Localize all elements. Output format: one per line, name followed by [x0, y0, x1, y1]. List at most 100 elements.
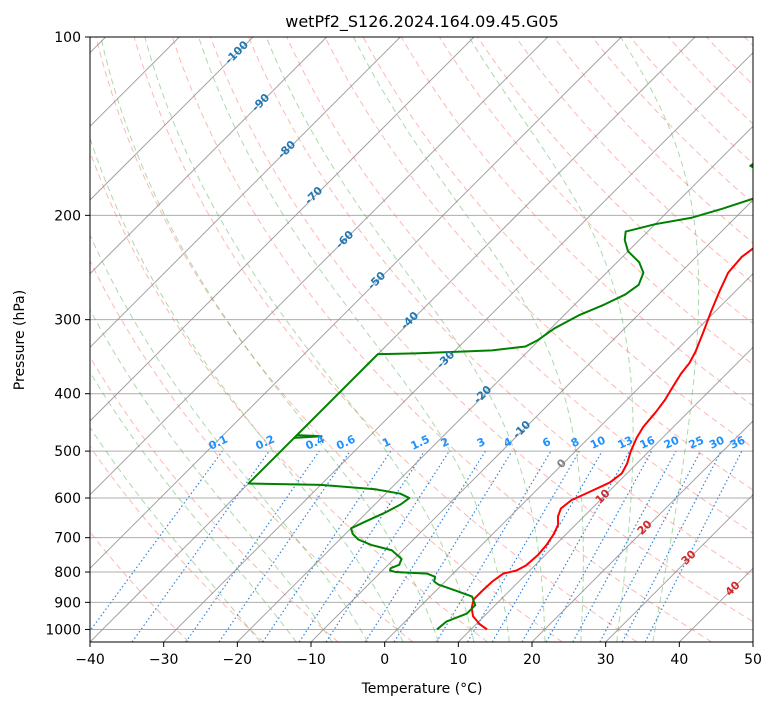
dry-adiabat — [90, 356, 339, 642]
mixing-ratio-line — [491, 450, 603, 642]
mixing-ratio-line — [393, 450, 513, 642]
moist-adiabat — [100, 37, 439, 642]
dry-adiabat — [400, 37, 753, 407]
dry-adiabat — [668, 37, 753, 125]
reference-line-labels: -100-90-80-70-60-50-40-30-20-100.1 0.2 0.4… — [207, 38, 748, 599]
x-tick-label: 10 — [449, 652, 467, 668]
mixing-ratio-label: 6 — [540, 435, 553, 450]
x-tick-label: 20 — [523, 652, 541, 668]
mixing-ratio-line — [218, 450, 351, 642]
mixing-ratio-line — [521, 450, 631, 642]
mixing-ratio-line — [466, 450, 580, 642]
x-axis-ticks: −40 −30 −20 −10 0 10 20 30 40 50 — [75, 642, 762, 668]
y-tick-label: 700 — [54, 531, 81, 547]
isotherm — [90, 37, 401, 349]
isotherm-label: -70 — [302, 184, 325, 207]
dry-adiabat — [90, 259, 414, 642]
plot-frame — [89, 36, 754, 643]
x-tick-label: 30 — [597, 652, 615, 668]
dry-adiabat — [553, 37, 753, 244]
isotherm — [163, 51, 753, 642]
x-tick-label: 0 — [380, 652, 389, 668]
y-tick-label: 600 — [54, 491, 81, 507]
isotherm — [531, 420, 753, 642]
y-tick-label: 200 — [54, 208, 81, 224]
isotherm — [678, 567, 753, 642]
y-tick-label: 300 — [54, 313, 81, 329]
moist-adiabat — [90, 136, 404, 642]
mixing-ratio-label: 1.5 — [409, 433, 432, 453]
mixing-ratio-label: 0.2 — [254, 433, 277, 453]
isotherm-label: -10 — [510, 418, 533, 441]
mixing-ratio-line — [545, 450, 653, 642]
dry-adiabat — [133, 37, 638, 642]
y-axis-ticks: 100 200 300 400 500 600 700 800 900 1000 — [45, 30, 90, 638]
mixing-ratio-label: 2 — [439, 435, 451, 450]
mixing-ratio-label: 1 — [380, 435, 392, 450]
isotherm — [90, 37, 475, 422]
isotherm-label: -80 — [275, 138, 298, 161]
x-tick-label: −30 — [149, 652, 179, 668]
y-tick-label: 500 — [54, 444, 81, 460]
mixing-ratio-label: 16 — [638, 433, 658, 451]
dry-adiabat — [171, 37, 712, 642]
dry-adiabat — [629, 37, 753, 165]
mixing-ratio-label: 0.6 — [334, 432, 357, 452]
moist-adiabat — [90, 233, 369, 642]
mixing-ratio-label: 8 — [569, 435, 581, 450]
isotherm — [90, 37, 328, 275]
mixing-ratio-label: 36 — [728, 433, 748, 451]
mixing-ratio-label: 0.1 — [207, 433, 230, 453]
mixing-ratio-label: 3 — [475, 435, 487, 450]
moist-adiabat — [198, 37, 510, 642]
y-tick-label: 400 — [54, 387, 81, 403]
mixing-ratio-label: 30 — [707, 433, 727, 451]
dry-adiabat — [90, 531, 190, 642]
isotherm — [752, 641, 753, 642]
isotherm — [236, 125, 753, 642]
y-tick-label: 1000 — [45, 622, 81, 638]
mixing-ratio-line — [435, 450, 552, 642]
x-tick-label: −20 — [223, 652, 253, 668]
mixing-ratio-line — [572, 450, 677, 642]
dry-adiabat — [248, 37, 753, 578]
y-tick-label: 900 — [54, 595, 81, 611]
dry-adiabat — [439, 37, 753, 366]
moist-adiabat — [265, 37, 546, 642]
isotherm — [90, 37, 622, 570]
dry-adiabat — [706, 37, 753, 86]
moist-adiabat — [144, 37, 475, 642]
moist-adiabat — [620, 37, 700, 642]
moist-adiabat — [90, 426, 261, 642]
dry-adiabat-label: 0 — [554, 456, 569, 471]
dry-adiabat-label: 30 — [679, 547, 699, 567]
reference-lines — [90, 37, 753, 642]
dry-adiabat — [90, 150, 488, 642]
y-tick-label: 100 — [54, 30, 81, 46]
isotherm — [90, 37, 696, 642]
dry-adiabat — [477, 37, 753, 325]
dry-adiabat — [95, 37, 563, 642]
x-tick-label: 40 — [670, 652, 688, 668]
dry-adiabat-label: 20 — [635, 517, 655, 537]
isotherm — [605, 493, 753, 642]
isotherm — [457, 346, 753, 642]
mixing-ratio-line — [262, 450, 392, 642]
mixing-ratio-line — [325, 450, 450, 642]
isotherm — [384, 272, 753, 642]
mixing-ratio-label: 13 — [616, 434, 635, 452]
dry-adiabat — [90, 445, 264, 642]
isotherm — [310, 199, 753, 642]
temperature-line — [470, 247, 753, 631]
profile-series — [247, 162, 753, 631]
mixing-ratio-line — [644, 450, 743, 642]
isotherm-label: -40 — [398, 309, 421, 332]
moist-adiabat — [90, 308, 333, 642]
mixing-ratio-line — [364, 450, 486, 642]
chart-title: wetPf2_S126.2024.164.09.45.G05 — [285, 12, 559, 32]
mixing-ratio-label: 10 — [588, 433, 608, 451]
isotherm-label: -50 — [365, 269, 388, 292]
mixing-ratio-line — [90, 450, 223, 632]
pressure-gridlines — [90, 37, 753, 630]
moist-adiabat — [468, 37, 634, 642]
